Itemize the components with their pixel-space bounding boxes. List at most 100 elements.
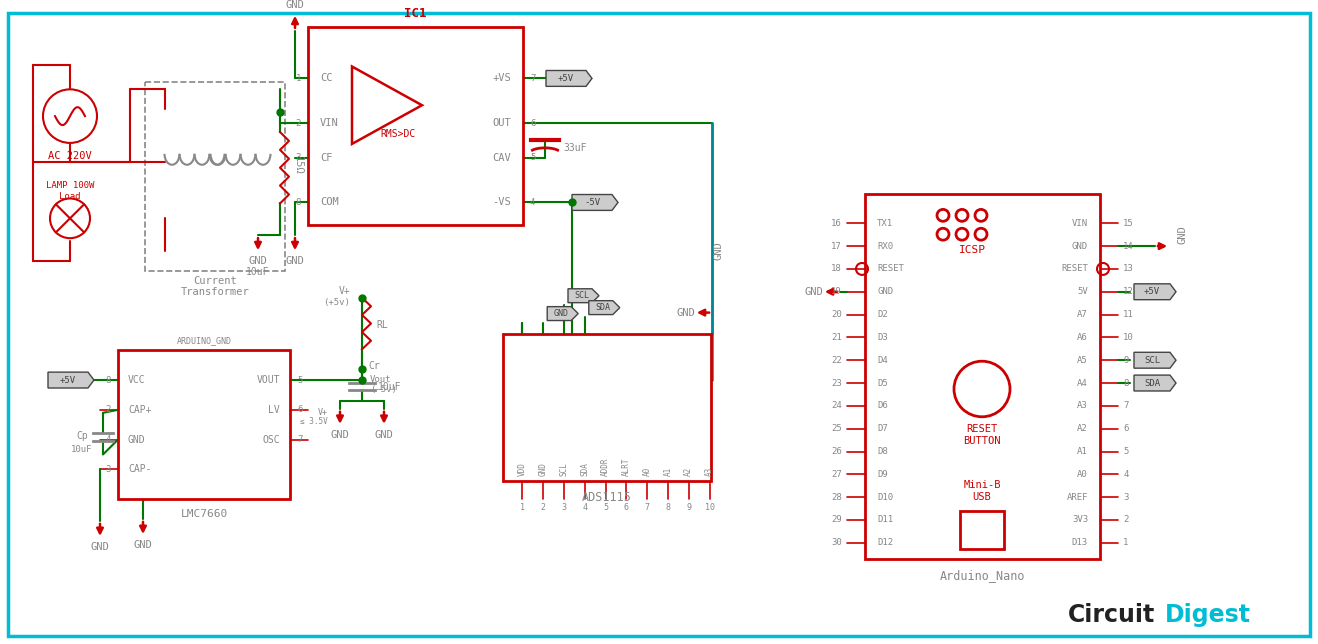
Text: 5V: 5V bbox=[1077, 287, 1087, 296]
Text: 6: 6 bbox=[530, 118, 535, 128]
Text: SCL: SCL bbox=[1144, 355, 1160, 365]
Text: SDA: SDA bbox=[1144, 379, 1160, 388]
Text: A3: A3 bbox=[1077, 401, 1087, 410]
Text: Transformer: Transformer bbox=[181, 287, 249, 297]
Text: SCL: SCL bbox=[575, 291, 589, 300]
Text: V+: V+ bbox=[339, 286, 351, 296]
Text: 4: 4 bbox=[530, 198, 535, 207]
Text: 2: 2 bbox=[1123, 515, 1128, 524]
Text: 3V3: 3V3 bbox=[1072, 515, 1087, 524]
Text: 7: 7 bbox=[530, 74, 535, 83]
Text: 6: 6 bbox=[297, 405, 302, 414]
Text: ADS1115: ADS1115 bbox=[583, 491, 631, 504]
Text: 15: 15 bbox=[1123, 219, 1133, 228]
Text: OUT: OUT bbox=[492, 118, 511, 128]
Text: AC 220V: AC 220V bbox=[49, 151, 92, 161]
Text: A1: A1 bbox=[663, 467, 672, 477]
Text: 13: 13 bbox=[1123, 265, 1133, 274]
Polygon shape bbox=[589, 301, 619, 314]
Text: 6: 6 bbox=[1123, 424, 1128, 433]
Text: USB: USB bbox=[973, 492, 991, 502]
Text: LAMP 100W: LAMP 100W bbox=[46, 181, 94, 190]
Text: 14: 14 bbox=[1123, 242, 1133, 251]
Polygon shape bbox=[546, 70, 592, 86]
Text: VCC: VCC bbox=[128, 375, 145, 385]
Text: GND: GND bbox=[554, 309, 568, 318]
Text: VIN: VIN bbox=[320, 118, 339, 128]
Text: 25: 25 bbox=[832, 424, 842, 433]
Text: 26: 26 bbox=[832, 447, 842, 456]
Text: CF: CF bbox=[320, 153, 332, 163]
Text: +5V: +5V bbox=[558, 74, 575, 83]
Text: LMC7660: LMC7660 bbox=[181, 509, 228, 519]
Text: 1: 1 bbox=[519, 502, 525, 511]
Text: +5V: +5V bbox=[1144, 287, 1160, 296]
Text: SDA: SDA bbox=[596, 303, 610, 312]
Text: Vout: Vout bbox=[370, 375, 391, 384]
Text: A5: A5 bbox=[1077, 355, 1087, 365]
Text: RESET: RESET bbox=[1061, 265, 1087, 274]
Text: GND: GND bbox=[876, 287, 894, 296]
Text: BUTTON: BUTTON bbox=[963, 435, 1000, 446]
Text: CAP-: CAP- bbox=[128, 464, 152, 475]
Text: 27: 27 bbox=[832, 470, 842, 479]
Text: 3: 3 bbox=[105, 465, 111, 474]
Text: TX1: TX1 bbox=[876, 219, 894, 228]
Text: A7: A7 bbox=[1077, 310, 1087, 319]
Text: ICSP: ICSP bbox=[958, 245, 986, 255]
Text: VIN: VIN bbox=[1072, 219, 1087, 228]
Text: GND: GND bbox=[804, 287, 824, 297]
Text: 2: 2 bbox=[540, 502, 546, 511]
Bar bbox=[119, 350, 290, 499]
Text: A3: A3 bbox=[705, 467, 714, 477]
Text: 33uF: 33uF bbox=[563, 143, 587, 153]
Text: ARDUINO_GND: ARDUINO_GND bbox=[177, 336, 232, 345]
Text: A6: A6 bbox=[1077, 333, 1087, 342]
Text: 6: 6 bbox=[623, 502, 629, 511]
Text: D5: D5 bbox=[876, 379, 888, 388]
Text: D11: D11 bbox=[876, 515, 894, 524]
Text: COM: COM bbox=[320, 198, 339, 207]
Text: 21: 21 bbox=[832, 333, 842, 342]
Text: 23: 23 bbox=[832, 379, 842, 388]
Text: D3: D3 bbox=[876, 333, 888, 342]
Text: Mini-B: Mini-B bbox=[963, 480, 1000, 490]
Text: D7: D7 bbox=[876, 424, 888, 433]
Text: AREF: AREF bbox=[1066, 493, 1087, 502]
Text: 28: 28 bbox=[832, 493, 842, 502]
Text: GND: GND bbox=[539, 462, 548, 477]
Text: 19: 19 bbox=[832, 287, 842, 296]
Text: 9: 9 bbox=[687, 502, 692, 511]
Text: OSC: OSC bbox=[262, 435, 279, 444]
Text: GND: GND bbox=[133, 540, 153, 550]
Text: 15Ω: 15Ω bbox=[293, 156, 303, 175]
Text: 24: 24 bbox=[832, 401, 842, 410]
Text: 10uF: 10uF bbox=[71, 445, 92, 454]
Text: 7: 7 bbox=[297, 435, 302, 444]
Text: -5V: -5V bbox=[584, 198, 600, 207]
Text: D2: D2 bbox=[876, 310, 888, 319]
Text: 3: 3 bbox=[295, 153, 301, 162]
Text: RESET: RESET bbox=[966, 424, 998, 433]
Polygon shape bbox=[1133, 352, 1176, 368]
Text: Current: Current bbox=[194, 276, 237, 286]
Text: 30: 30 bbox=[832, 538, 842, 547]
Text: D10: D10 bbox=[876, 493, 894, 502]
Text: RMS>DC: RMS>DC bbox=[380, 129, 415, 139]
Polygon shape bbox=[568, 289, 598, 303]
Text: 22: 22 bbox=[832, 355, 842, 365]
Text: D13: D13 bbox=[1072, 538, 1087, 547]
Text: V+: V+ bbox=[318, 408, 328, 417]
Text: 8: 8 bbox=[105, 375, 111, 384]
Text: 11: 11 bbox=[1123, 310, 1133, 319]
Text: 5: 5 bbox=[1123, 447, 1128, 456]
Polygon shape bbox=[1133, 284, 1176, 299]
Text: 8: 8 bbox=[1123, 379, 1128, 388]
Text: 4: 4 bbox=[105, 435, 111, 444]
Text: 10: 10 bbox=[1123, 333, 1133, 342]
Text: VDD: VDD bbox=[518, 462, 527, 477]
Text: GND: GND bbox=[331, 430, 349, 440]
Text: GND: GND bbox=[286, 0, 304, 10]
Text: 3: 3 bbox=[561, 502, 567, 511]
Text: 10uF: 10uF bbox=[378, 382, 402, 392]
